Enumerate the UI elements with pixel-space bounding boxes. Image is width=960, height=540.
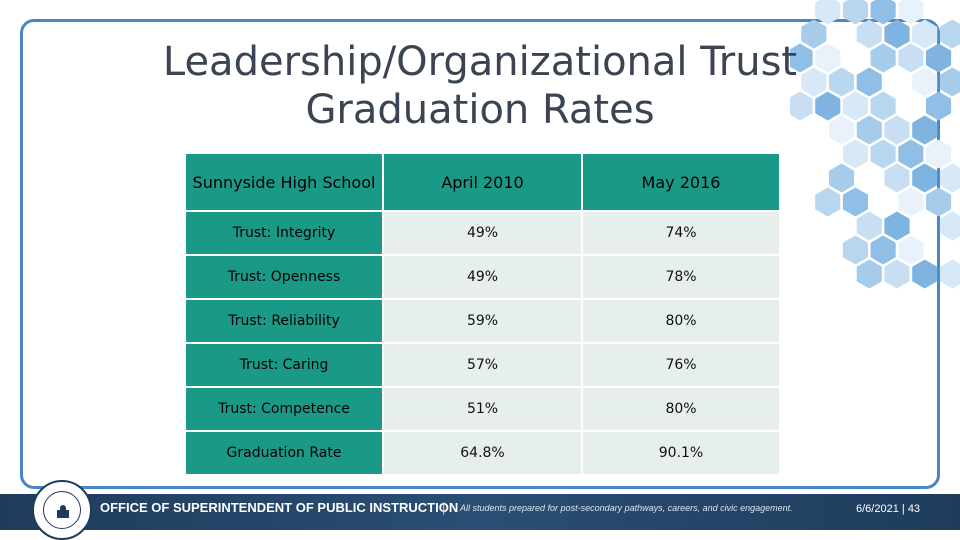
hexagon-shape: [926, 43, 952, 73]
page-separator: |: [901, 503, 905, 515]
hexagon-shape: [801, 67, 827, 97]
organization-name: OFFICE OF SUPERINTENDENT OF PUBLIC INSTR…: [100, 500, 459, 515]
table-row: Trust: Caring 57% 76%: [186, 344, 779, 386]
header-school: Sunnyside High School: [186, 154, 382, 210]
hexagon-shape: [912, 19, 938, 49]
hexagon-shape: [898, 187, 924, 217]
title-line-1: Leadership/Organizational Trust: [162, 39, 798, 85]
hexagon-shape: [898, 0, 924, 25]
hexagon-shape: [926, 139, 952, 169]
row-label: Trust: Integrity: [186, 212, 382, 254]
hexagon-shape: [842, 235, 868, 265]
header-april-2010: April 2010: [384, 154, 581, 210]
hexagon-shape: [856, 211, 882, 241]
hexagon-shape: [898, 139, 924, 169]
hexagon-shape: [912, 163, 938, 193]
header-may-2016: May 2016: [583, 154, 779, 210]
cell-april-2010: 49%: [384, 212, 581, 254]
hexagon-shape: [790, 91, 813, 121]
hexagon-shape: [884, 211, 910, 241]
seal-building: [57, 510, 69, 518]
cell-april-2010: 57%: [384, 344, 581, 386]
cell-may-2016: 90.1%: [583, 432, 779, 474]
footer-tagline: All students prepared for post-secondary…: [460, 503, 793, 513]
hexagon-shape: [801, 19, 827, 49]
seal-dome: [60, 505, 66, 511]
hexagon-shape: [870, 235, 896, 265]
slide-date: 6/6/2021: [856, 503, 899, 515]
cell-april-2010: 51%: [384, 388, 581, 430]
footer-separator: |: [442, 500, 446, 515]
hexagon-shape: [870, 91, 896, 121]
hexagon-shape: [884, 19, 910, 49]
seal-ring: [43, 491, 81, 529]
cell-april-2010: 64.8%: [384, 432, 581, 474]
hexagon-shape: [842, 91, 868, 121]
footer-bar: [0, 494, 960, 530]
hexagon-shape: [939, 19, 960, 49]
hexagon-shape: [815, 0, 841, 25]
hexagon-shape: [939, 67, 960, 97]
cell-may-2016: 76%: [583, 344, 779, 386]
ospi-seal-logo: [32, 480, 92, 540]
hexagon-shape: [856, 259, 882, 289]
page-number: 43: [907, 503, 921, 515]
cell-may-2016: 74%: [583, 212, 779, 254]
hexagon-shape: [884, 163, 910, 193]
row-label: Trust: Openness: [186, 256, 382, 298]
hexagon-shape: [790, 43, 813, 73]
row-label: Graduation Rate: [186, 432, 382, 474]
hexagon-shape: [926, 91, 952, 121]
hexagon-shape: [842, 187, 868, 217]
table-row: Graduation Rate 64.8% 90.1%: [186, 432, 779, 474]
table-row: Trust: Openness 49% 78%: [186, 256, 779, 298]
hexagon-shape: [884, 115, 910, 145]
hexagon-shape: [870, 139, 896, 169]
hexagon-shape: [856, 115, 882, 145]
hexagon-shape: [912, 67, 938, 97]
trust-table: Sunnyside High School April 2010 May 201…: [184, 152, 781, 476]
hexagon-shape: [912, 259, 938, 289]
hexagon-shape: [939, 211, 960, 241]
hexagon-shape: [829, 115, 855, 145]
row-label: Trust: Competence: [186, 388, 382, 430]
row-label: Trust: Reliability: [186, 300, 382, 342]
hexagon-shape: [912, 115, 938, 145]
cell-april-2010: 59%: [384, 300, 581, 342]
hexagon-shape: [898, 43, 924, 73]
hexagon-shape: [898, 235, 924, 265]
hexagon-shape: [926, 187, 952, 217]
hexagon-shape: [842, 0, 868, 25]
hexagon-shape: [870, 0, 896, 25]
cell-may-2016: 80%: [583, 388, 779, 430]
table-row: Trust: Competence 51% 80%: [186, 388, 779, 430]
table-row: Trust: Reliability 59% 80%: [186, 300, 779, 342]
cell-may-2016: 78%: [583, 256, 779, 298]
hexagon-shape: [870, 43, 896, 73]
hexagon-shape: [939, 259, 960, 289]
slide-title: Leadership/Organizational Trust Graduati…: [160, 38, 800, 134]
row-label: Trust: Caring: [186, 344, 382, 386]
cell-april-2010: 49%: [384, 256, 581, 298]
cell-may-2016: 80%: [583, 300, 779, 342]
hexagon-shape: [829, 67, 855, 97]
hexagon-decoration: [790, 0, 960, 315]
hexagon-shape: [856, 19, 882, 49]
hexagon-shape: [884, 259, 910, 289]
hexagon-shape: [815, 43, 841, 73]
table-header-row: Sunnyside High School April 2010 May 201…: [186, 154, 779, 210]
hexagon-shape: [842, 139, 868, 169]
hexagon-shape: [815, 187, 841, 217]
hexagon-shape: [815, 91, 841, 121]
table-row: Trust: Integrity 49% 74%: [186, 212, 779, 254]
hexagon-shape: [939, 163, 960, 193]
hexagon-shape: [856, 67, 882, 97]
hexagon-shape: [829, 163, 855, 193]
title-line-2: Graduation Rates: [305, 87, 655, 133]
page-info: 6/6/2021 | 43: [856, 503, 920, 515]
